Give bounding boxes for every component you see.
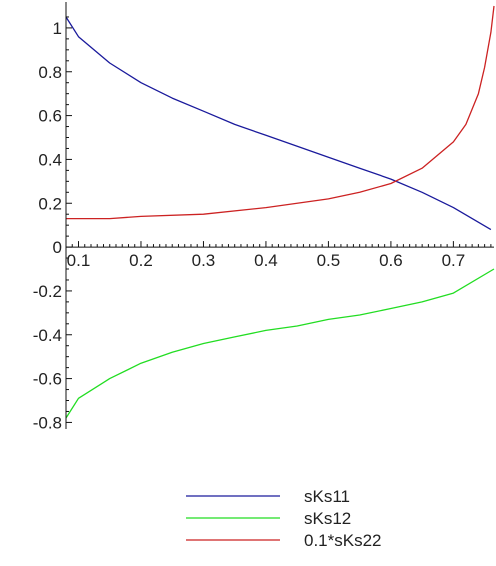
x-tick-label: 0.4	[254, 251, 278, 270]
legend: sKs11 sKs12 0.1*sKs22	[186, 487, 382, 550]
y-tick-label: -0.6	[33, 370, 62, 389]
x-tick-label: 0.7	[442, 251, 466, 270]
plot-lines	[65, 5, 495, 419]
axes	[65, 2, 494, 429]
y-tick-label: -0.8	[33, 413, 62, 432]
legend-label-2: sKs12	[304, 509, 351, 528]
legend-label-3: 0.1*sKs22	[304, 531, 382, 550]
y-tick-label: 0.4	[38, 150, 62, 169]
y-tick-label: 0.8	[38, 63, 62, 82]
series-line-1	[65, 16, 492, 231]
x-tick-label: 0.1	[67, 251, 91, 270]
tick-labels: 0.1 0.2 0.3 0.4 0.5 0.6 0.7 1 0.8 0.6 0.4 0.2 0 -0.2 -…	[33, 19, 466, 433]
series-line-3	[66, 5, 495, 220]
y-tick-label: 0.2	[38, 194, 62, 213]
x-tick-label: 0.5	[317, 251, 341, 270]
y-tick-label: -0.4	[33, 326, 62, 345]
x-tick-label: 0.2	[129, 251, 153, 270]
y-tick-label: 0	[53, 238, 62, 257]
legend-label-1: sKs11	[304, 487, 350, 506]
y-tick-label: 0.6	[38, 107, 62, 126]
x-tick-label: 0.3	[192, 251, 216, 270]
y-tick-label: -0.2	[33, 282, 62, 301]
series-line-2	[65, 268, 495, 419]
y-tick-label: 1	[53, 19, 62, 38]
x-tick-label: 0.6	[379, 251, 403, 270]
